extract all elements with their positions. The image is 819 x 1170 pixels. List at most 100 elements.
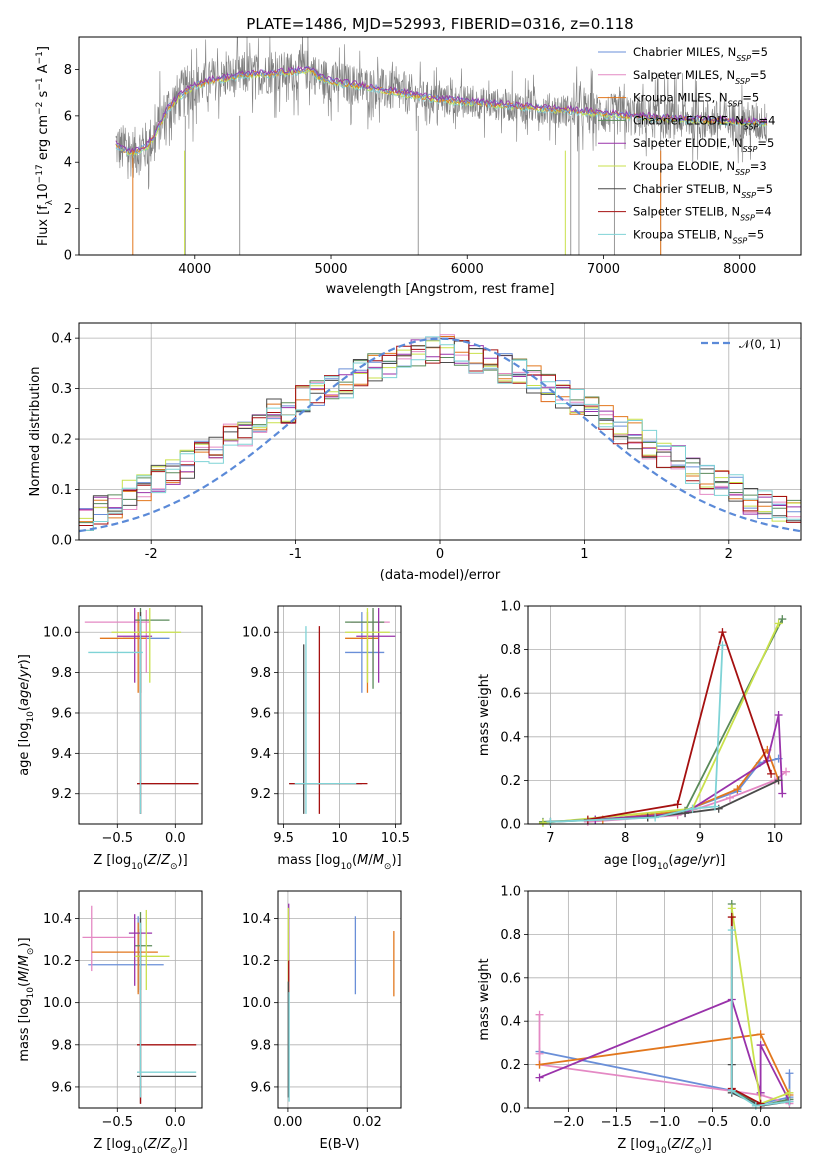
- legend-label: Kroupa STELIB, NSSP=5: [633, 227, 764, 245]
- legend-label-part: =5: [756, 182, 773, 196]
- y-tick-label: 1.0: [500, 885, 521, 900]
- legend-label-part: =4: [755, 205, 772, 219]
- y-tick-label: 9.6: [51, 1080, 72, 1095]
- legend-label-part: =5: [751, 45, 768, 59]
- weight-marker: [535, 1049, 544, 1058]
- plot-frame: [527, 890, 802, 1109]
- weight-marker: [733, 785, 742, 794]
- legend-label-part: Chabrier MILES, N: [633, 45, 736, 59]
- x-tick-label: −0.5: [697, 1115, 729, 1130]
- x-axis-label-part: )]: [702, 1137, 712, 1152]
- y-tick-label: 0.1: [51, 483, 72, 498]
- weight-marker: [785, 1069, 794, 1078]
- weight-marker: [774, 776, 783, 785]
- y-tick-label: 9.2: [51, 787, 72, 802]
- x-tick-label: 7000: [587, 262, 620, 277]
- x-axis-label-part: Z: [160, 853, 171, 868]
- x-axis-label-part: /: [157, 853, 162, 868]
- y-axis-label-part: ⊙: [26, 948, 36, 956]
- legend-label-part: SSP: [735, 76, 750, 85]
- y-axis-label: Flux [fλ10−17 erg cm−2 s−1 A−1]: [35, 46, 55, 246]
- y-tick-label: 10.2: [43, 954, 72, 969]
- weight-marker: [778, 615, 787, 624]
- y-tick-label: 0: [64, 249, 72, 264]
- legend-label-part: Kroupa MILES, N: [633, 91, 728, 105]
- legend-label: Chabrier STELIB, NSSP=5: [633, 182, 773, 200]
- y-axis-label-part: mass [log: [17, 998, 32, 1061]
- axes-spectrum: 4000 5000 6000 7000 8000 0 2 4 6 8 Chabrier MILES,…: [35, 36, 802, 297]
- y-tick-label: 9.8: [250, 666, 271, 681]
- y-tick-label: 1.0: [500, 600, 521, 615]
- y-axis-label-part: 10: [26, 711, 36, 723]
- weight-marker: [538, 818, 547, 827]
- weight-marker: [782, 767, 791, 776]
- y-tick-label: 9.4: [51, 747, 72, 762]
- x-tick-label: 0.0: [165, 831, 186, 846]
- x-axis-label-part: 10: [655, 1146, 667, 1156]
- x-axis-label-part: Z: [147, 853, 158, 868]
- y-axis-label: mass weight: [477, 674, 492, 756]
- legend-label-part: =5: [742, 91, 759, 105]
- y-tick-label: 0.8: [500, 928, 521, 943]
- x-axis-label: Z [log10(Z/Z⊙)]: [93, 853, 187, 872]
- y-axis-label-part: /: [17, 966, 32, 971]
- x-tick-label: 9: [696, 831, 704, 846]
- x-tick-label: 2: [725, 547, 733, 562]
- y-tick-label: 10.4: [43, 912, 72, 927]
- x-tick-label: 6000: [451, 262, 484, 277]
- y-tick-label: 10.0: [43, 996, 72, 1011]
- weight-marker: [727, 1086, 736, 1095]
- weight-marker: [535, 1073, 544, 1082]
- x-axis-label: wavelength [Angstrom, rest frame]: [326, 282, 555, 297]
- legend-label-part: Salpeter STELIB, N: [633, 205, 740, 219]
- y-tick-label: 0.8: [500, 643, 521, 658]
- weight-marker: [767, 769, 776, 778]
- x-axis-label-part: M: [357, 853, 368, 868]
- y-axis-label-part: )]: [17, 937, 32, 947]
- y-tick-label: 10.0: [43, 626, 72, 641]
- x-tick-label: −1.0: [649, 1115, 681, 1130]
- weight-series-line: [730, 930, 790, 1107]
- x-axis-label-part: Z [log: [617, 1137, 655, 1152]
- x-axis-label-part: Z: [147, 1137, 158, 1152]
- y-tick-label: 0.0: [51, 534, 72, 549]
- y-tick-label: 10.4: [242, 912, 271, 927]
- x-axis-label: (data-model)/error: [380, 568, 501, 583]
- plot-frame: [527, 605, 802, 825]
- y-axis-label-part: )]: [17, 654, 32, 664]
- y-tick-label: 0.6: [500, 687, 521, 702]
- legend-label-part: Salpeter ELODIE, N: [633, 136, 743, 150]
- x-axis-label-part: mass [log: [277, 853, 340, 868]
- x-axis-label-part: ⊙: [694, 1146, 702, 1156]
- normal-curve: [78, 337, 802, 533]
- histogram-step: [79, 336, 801, 531]
- y-axis-label-part: −1: [35, 51, 45, 64]
- y-tick-label: 0.0: [500, 1102, 521, 1117]
- plot-frame: [277, 890, 402, 1109]
- x-axis-label-part: )]: [178, 853, 188, 868]
- legend-label-part: Kroupa ELODIE, N: [633, 159, 735, 173]
- legend-label-part: SSP: [744, 122, 759, 131]
- weight-marker: [535, 1010, 544, 1019]
- x-axis-label-part: ⊙: [384, 862, 392, 872]
- x-axis-label-part: 10: [657, 862, 669, 872]
- y-axis-label-part: (: [17, 706, 32, 711]
- x-tick-label: 0.00: [273, 1115, 302, 1130]
- y-tick-label: 4: [64, 156, 72, 171]
- weight-marker: [756, 1041, 765, 1050]
- legend-label-part: Kroupa STELIB, N: [633, 227, 733, 241]
- legend-label-part: SSP: [735, 168, 750, 177]
- y-axis-label-part: 10: [26, 987, 36, 999]
- y-tick-label: 9.8: [250, 1038, 271, 1053]
- x-axis-label-part: age [log: [604, 853, 657, 868]
- y-axis-label: mass [log10(M/M⊙)]: [17, 937, 36, 1061]
- x-axis-label-part: /: [368, 853, 373, 868]
- y-tick-label: 0.4: [51, 332, 72, 347]
- legend-label-part: SSP: [728, 99, 743, 108]
- x-tick-label: 10: [767, 831, 784, 846]
- y-axis-label: mass weight: [477, 958, 492, 1040]
- y-axis-label: age [log10(age/yr)]: [17, 654, 36, 776]
- x-axis-label-part: (: [668, 853, 673, 868]
- x-axis-label-part: (: [667, 1137, 672, 1152]
- x-axis-label: mass [log10(M/M⊙)]: [277, 853, 401, 872]
